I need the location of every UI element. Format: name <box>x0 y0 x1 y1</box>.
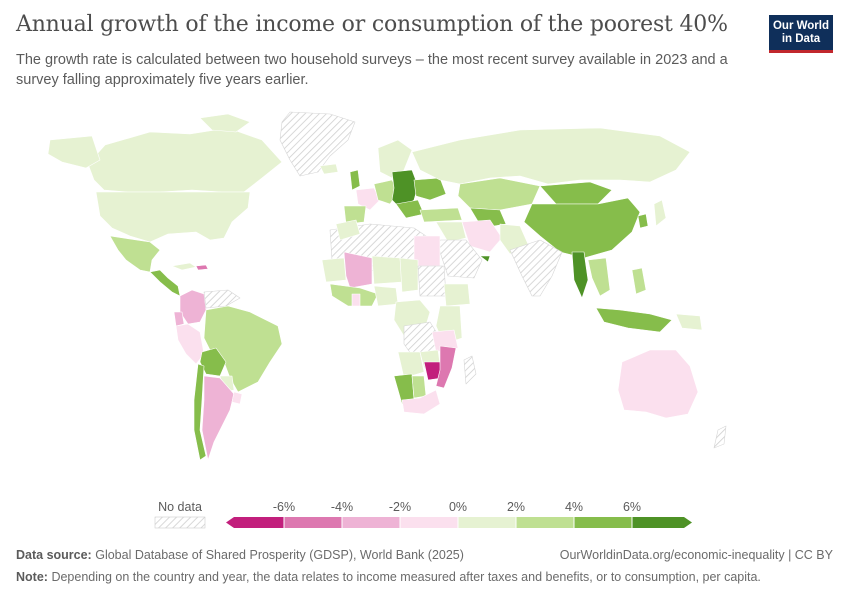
owid-logo[interactable]: Our World in Data <box>769 15 833 53</box>
region-colombia[interactable] <box>179 289 207 325</box>
legend-bin-3[interactable] <box>342 517 400 528</box>
region-argentina[interactable] <box>201 375 235 461</box>
region-china[interactable] <box>523 197 641 259</box>
region-canada-islands[interactable] <box>199 113 251 133</box>
region-saudi-arabia[interactable] <box>435 239 483 279</box>
region-iraq-syria[interactable] <box>435 221 467 243</box>
region-myanmar[interactable] <box>571 251 589 299</box>
region-tanzania[interactable] <box>431 329 459 353</box>
region-mauritania[interactable] <box>321 257 347 283</box>
region-ukraine[interactable] <box>413 177 447 201</box>
region-se-asia[interactable] <box>587 257 611 297</box>
legend-bin-8[interactable] <box>632 517 684 528</box>
region-scandinavia[interactable] <box>377 139 413 179</box>
legend-bin-4[interactable] <box>400 517 458 528</box>
legend-bin-7[interactable] <box>574 517 632 528</box>
region-central-america[interactable] <box>149 269 181 297</box>
region-haiti-dr[interactable] <box>195 264 209 271</box>
legend-bin-6[interactable] <box>516 517 574 528</box>
world-map <box>47 111 727 461</box>
legend-tick-label: 4% <box>565 500 583 514</box>
region-mali[interactable] <box>343 251 373 289</box>
region-uruguay[interactable] <box>231 391 243 405</box>
region-iran[interactable] <box>461 219 503 253</box>
region-chad[interactable] <box>399 257 419 293</box>
region-malaysia-indonesia[interactable] <box>595 307 673 333</box>
region-turkey[interactable] <box>419 207 463 223</box>
region-philippines[interactable] <box>631 267 647 295</box>
region-south-africa[interactable] <box>401 389 441 415</box>
region-iberia[interactable] <box>343 205 367 225</box>
region-nigeria[interactable] <box>373 285 399 307</box>
region-kazakhstan[interactable] <box>457 177 541 211</box>
legend-bin-5[interactable] <box>458 517 516 528</box>
region-new-zealand[interactable] <box>713 425 727 449</box>
color-legend: No data -6% -4% -2% 0% 2% 4% 6% <box>154 500 692 529</box>
logo-line-2: in Data <box>781 32 821 45</box>
region-uae[interactable] <box>479 255 491 263</box>
region-mexico[interactable] <box>109 235 161 273</box>
source-url[interactable]: OurWorldinData.org/economic-inequality |… <box>559 548 833 562</box>
region-alaska[interactable] <box>47 135 101 169</box>
region-united-states[interactable] <box>95 191 251 243</box>
chart-title: Annual growth of the income or consumpti… <box>16 12 728 37</box>
region-chile[interactable] <box>193 363 207 461</box>
region-uk[interactable] <box>349 169 361 191</box>
footnote: Note: Depending on the country and year,… <box>16 570 761 584</box>
data-source: Data source: Global Database of Shared P… <box>16 548 464 562</box>
legend-tick-label: 2% <box>507 500 525 514</box>
region-peru[interactable] <box>175 323 205 365</box>
region-ghana[interactable] <box>351 293 361 307</box>
legend-bin-2[interactable] <box>284 517 342 528</box>
logo-line-1: Our World <box>772 19 829 32</box>
source-label: Data source: <box>16 548 92 562</box>
legend-bin-1[interactable] <box>234 517 284 528</box>
region-venezuela[interactable] <box>203 289 241 309</box>
note-label: Note: <box>16 570 48 584</box>
region-angola[interactable] <box>397 351 425 379</box>
legend-no-data-label: No data <box>158 500 202 514</box>
region-madagascar[interactable] <box>463 355 477 385</box>
region-botswana[interactable] <box>411 375 427 399</box>
region-greenland[interactable] <box>279 111 356 177</box>
region-canada[interactable] <box>87 127 283 193</box>
region-ethiopia[interactable] <box>443 283 471 307</box>
legend-tick-label: 0% <box>449 500 467 514</box>
region-niger[interactable] <box>371 255 403 285</box>
region-png[interactable] <box>675 313 703 331</box>
region-mozambique[interactable] <box>435 345 457 389</box>
legend-tick-label: -2% <box>389 500 411 514</box>
legend-tick-label: -4% <box>331 500 353 514</box>
region-ecuador[interactable] <box>173 311 185 327</box>
legend-arrow-left <box>226 517 234 528</box>
region-australia[interactable] <box>617 349 699 419</box>
region-mongolia[interactable] <box>539 181 613 205</box>
note-text: Depending on the country and year, the d… <box>51 570 761 584</box>
region-caribbean[interactable] <box>171 262 197 271</box>
region-india[interactable] <box>509 239 563 297</box>
region-morocco[interactable] <box>335 219 361 241</box>
region-france[interactable] <box>355 187 381 211</box>
region-iceland[interactable] <box>319 163 339 175</box>
legend-tick-label: -6% <box>273 500 295 514</box>
region-russia[interactable] <box>411 127 691 185</box>
legend-arrow-right <box>684 517 692 528</box>
legend-no-data-swatch[interactable] <box>154 516 206 529</box>
legend-tick-label: 6% <box>623 500 641 514</box>
source-text[interactable]: Global Database of Shared Prosperity (GD… <box>95 548 464 562</box>
region-japan[interactable] <box>653 199 667 227</box>
chart-subtitle: The growth rate is calculated between tw… <box>16 52 728 88</box>
region-korea[interactable] <box>637 213 649 229</box>
region-sudan[interactable] <box>417 265 447 297</box>
